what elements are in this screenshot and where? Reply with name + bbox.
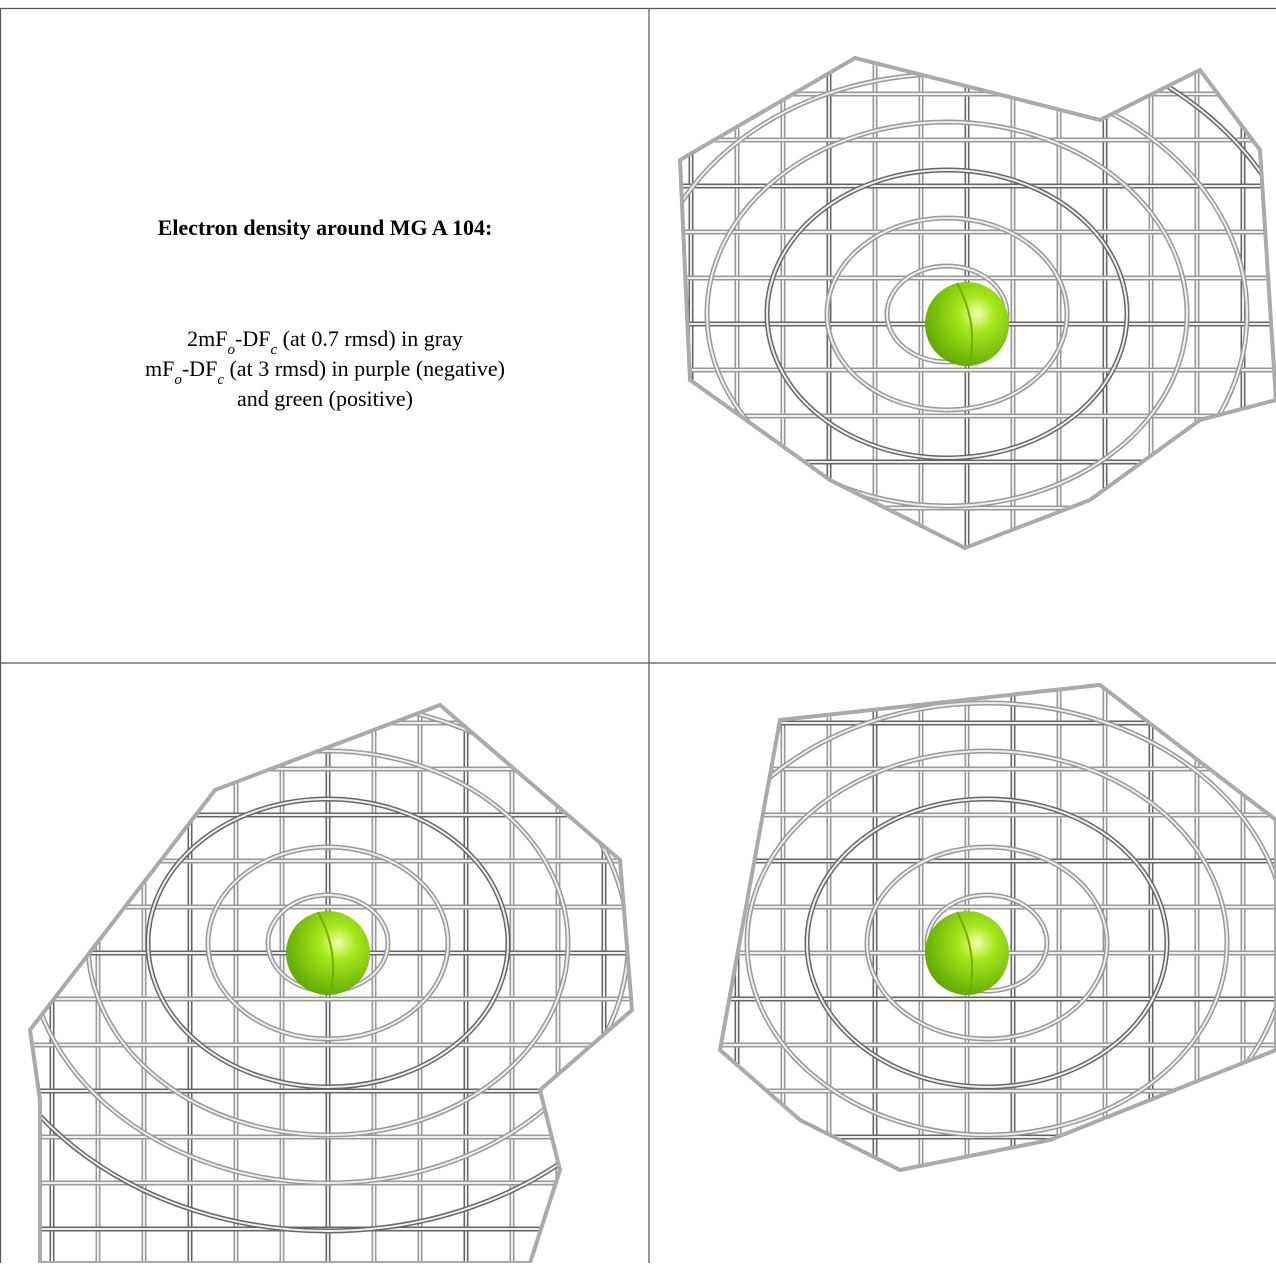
text-part: 2mF: [187, 326, 227, 351]
legend-title: Electron density around MG A 104:: [158, 215, 493, 240]
atom-band: [317, 911, 335, 996]
text-part: -DF: [182, 356, 217, 381]
legend-line: and green (positive): [237, 386, 413, 411]
mesh-edge-highlight: [746, 750, 1228, 1136]
mesh-edge-highlight: [806, 798, 1168, 1088]
mesh-edge-highlight: [826, 217, 1068, 411]
mesh-edge-highlight: [207, 846, 449, 1040]
mesh-edge-highlight: [147, 798, 509, 1088]
atom-sphere: [925, 911, 1009, 995]
atom-band: [956, 282, 974, 367]
subscript: o: [174, 372, 182, 388]
mesh-panel: [27, 702, 635, 1263]
legend-line: 2mFo-DFc (at 0.7 rmsd) in gray: [187, 326, 463, 358]
mesh-edge-highlight: [866, 846, 1108, 1040]
mesh-edge-highlight: [766, 169, 1128, 459]
atom-band: [956, 911, 974, 996]
mesh-boundary: [717, 682, 1276, 1173]
subscript: o: [228, 342, 236, 358]
mesh-panel: [677, 55, 1276, 551]
text-part: mF: [145, 356, 174, 381]
atom-sphere: [925, 282, 1009, 366]
mesh-panel: [717, 682, 1276, 1173]
text-part: -DF: [235, 326, 270, 351]
mesh-boundary: [677, 55, 1276, 551]
mesh-boundary: [27, 702, 635, 1263]
subscript: c: [270, 342, 277, 358]
legend-line: mFo-DFc (at 3 rmsd) in purple (negative): [145, 356, 505, 388]
text-part: and green (positive): [237, 386, 413, 411]
text-part: (at 3 rmsd) in purple (negative): [224, 356, 505, 381]
atom-sphere: [286, 911, 370, 995]
panel-borders: [0, 7, 1276, 1263]
mesh-edge-highlight: [720, 702, 1276, 1170]
mesh-edge-highlight: [706, 121, 1188, 507]
subscript: c: [217, 372, 224, 388]
mesh-edge-highlight: [30, 705, 632, 1232]
text-part: (at 0.7 rmsd) in gray: [277, 326, 463, 351]
